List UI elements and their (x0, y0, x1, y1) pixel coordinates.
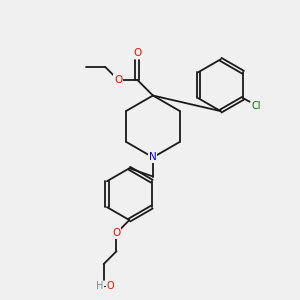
Text: H: H (96, 281, 104, 291)
Text: N: N (149, 152, 157, 162)
Text: O: O (133, 48, 142, 59)
Text: Cl: Cl (252, 101, 261, 111)
Text: O: O (114, 75, 122, 85)
Text: O: O (112, 228, 121, 238)
Text: O: O (106, 281, 114, 291)
